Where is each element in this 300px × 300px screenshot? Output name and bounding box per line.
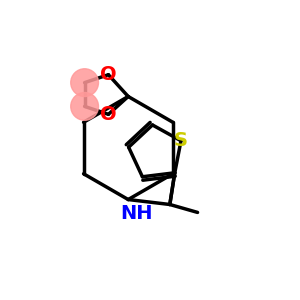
Text: O: O xyxy=(100,65,117,84)
Text: S: S xyxy=(174,131,188,150)
Circle shape xyxy=(71,69,98,97)
Text: NH: NH xyxy=(120,204,152,223)
Circle shape xyxy=(71,92,98,120)
Text: O: O xyxy=(100,105,117,124)
